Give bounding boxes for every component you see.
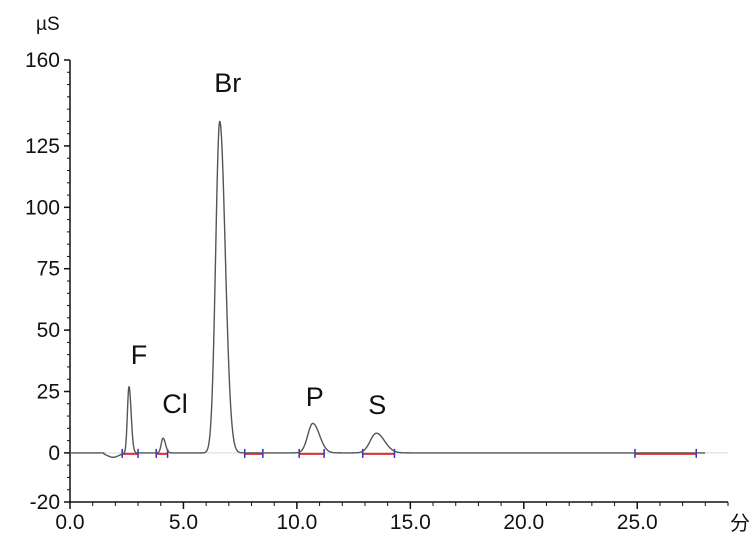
peak-label: Br	[214, 68, 241, 98]
x-tick-label: 0.0	[55, 511, 84, 534]
y-tick-label: 125	[25, 135, 60, 158]
x-tick-label: 25.0	[617, 511, 658, 534]
y-axis-unit: µS	[36, 14, 60, 35]
y-tick-label: 25	[37, 381, 60, 404]
y-tick-label: 0	[48, 442, 60, 465]
x-tick-label: 20.0	[503, 511, 544, 534]
peak-label: F	[131, 340, 148, 370]
peak-label: P	[306, 382, 324, 412]
y-tick-label: -20	[30, 491, 60, 514]
x-tick-label: 5.0	[169, 511, 198, 534]
y-tick-label: 160	[25, 49, 60, 72]
peak-label: S	[368, 390, 386, 420]
y-tick-label: 100	[25, 196, 60, 219]
x-axis-unit: 分	[730, 511, 750, 535]
x-tick-label: 10.0	[276, 511, 317, 534]
peak-label: Cl	[162, 389, 188, 419]
y-tick-label: 75	[37, 258, 60, 281]
trace-layer	[69, 120, 706, 459]
peak-labels: F Cl Br P S	[131, 68, 387, 420]
x-tick-label: 15.0	[390, 511, 431, 534]
axes: 160 125 100 75 50 25 0 -200.0 5.0 10.0 15.0 20.0 25.…	[25, 49, 729, 534]
chromatogram-trace	[69, 120, 706, 459]
y-tick-label: 50	[37, 319, 60, 342]
